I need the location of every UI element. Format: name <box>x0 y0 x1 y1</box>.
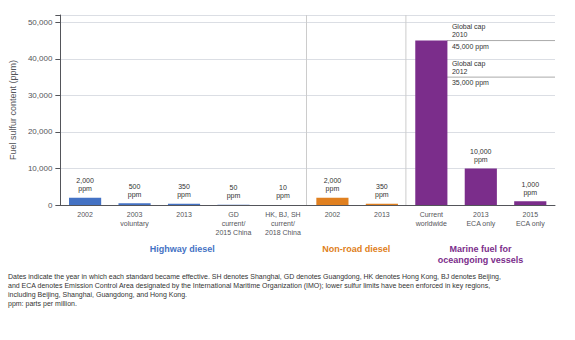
svg-text:10,000: 10,000 <box>28 164 53 173</box>
svg-text:2002: 2002 <box>77 211 93 218</box>
svg-text:1,000: 1,000 <box>522 181 540 188</box>
svg-text:45,000 ppm: 45,000 ppm <box>452 43 489 51</box>
svg-text:40,000: 40,000 <box>28 54 53 63</box>
svg-text:HK, BJ, SH: HK, BJ, SH <box>265 211 300 218</box>
svg-text:ECA only: ECA only <box>516 220 545 228</box>
svg-text:ppm: ppm <box>326 185 340 193</box>
svg-text:350: 350 <box>178 183 190 190</box>
svg-text:2,000: 2,000 <box>324 177 342 184</box>
svg-text:Non-road diesel: Non-road diesel <box>322 244 390 254</box>
svg-text:10: 10 <box>279 184 287 191</box>
svg-text:2015: 2015 <box>522 211 538 218</box>
svg-text:Current: Current <box>420 211 443 218</box>
svg-text:50,000: 50,000 <box>28 18 53 27</box>
svg-text:oceangoing vessels: oceangoing vessels <box>438 255 524 265</box>
svg-text:2002: 2002 <box>325 211 341 218</box>
svg-text:ppm: parts per million.: ppm: parts per million. <box>8 300 77 308</box>
svg-text:0: 0 <box>48 201 53 210</box>
svg-text:and ECA denotes Emission Contr: and ECA denotes Emission Control Area de… <box>8 282 490 290</box>
svg-text:2010: 2010 <box>452 31 468 38</box>
svg-text:ppm: ppm <box>78 185 92 193</box>
svg-text:voluntary: voluntary <box>120 220 149 228</box>
svg-text:35,000 ppm: 35,000 ppm <box>452 79 489 87</box>
svg-text:Fuel sulfur content (ppm): Fuel sulfur content (ppm) <box>8 60 18 160</box>
svg-text:Global cap: Global cap <box>452 23 486 31</box>
svg-text:2018 China: 2018 China <box>265 229 301 236</box>
svg-text:2013: 2013 <box>473 211 489 218</box>
svg-text:500: 500 <box>129 183 141 190</box>
svg-text:Highway diesel: Highway diesel <box>150 244 215 254</box>
svg-text:Marine fuel for: Marine fuel for <box>449 244 512 254</box>
svg-text:worldwide: worldwide <box>415 220 447 227</box>
svg-text:2013: 2013 <box>374 211 390 218</box>
svg-text:2003: 2003 <box>127 211 143 218</box>
svg-text:current/: current/ <box>271 220 295 227</box>
svg-text:ppm: ppm <box>227 192 241 200</box>
svg-text:current/: current/ <box>222 220 246 227</box>
svg-text:ppm: ppm <box>128 191 142 199</box>
svg-text:2013: 2013 <box>176 211 192 218</box>
svg-text:ECA only: ECA only <box>466 220 495 228</box>
svg-text:2012: 2012 <box>452 68 468 75</box>
svg-text:ppm: ppm <box>375 191 389 199</box>
svg-text:350: 350 <box>376 183 388 190</box>
svg-text:including Beijing, Shanghai, G: including Beijing, Shanghai, Guangdong, … <box>8 291 187 299</box>
svg-text:2,000: 2,000 <box>76 177 94 184</box>
svg-text:50: 50 <box>230 184 238 191</box>
svg-text:30,000: 30,000 <box>28 91 53 100</box>
svg-text:ppm: ppm <box>177 191 191 199</box>
svg-text:20,000: 20,000 <box>28 127 53 136</box>
svg-text:2015 China: 2015 China <box>216 229 252 236</box>
svg-text:ppm: ppm <box>523 189 537 197</box>
svg-text:Dates indicate the year in whi: Dates indicate the year in which each st… <box>8 273 501 281</box>
svg-text:10,000: 10,000 <box>470 148 492 155</box>
svg-text:ppm: ppm <box>474 156 488 164</box>
svg-text:Global cap: Global cap <box>452 60 486 68</box>
svg-text:ppm: ppm <box>276 192 290 200</box>
svg-text:GD: GD <box>228 211 239 218</box>
